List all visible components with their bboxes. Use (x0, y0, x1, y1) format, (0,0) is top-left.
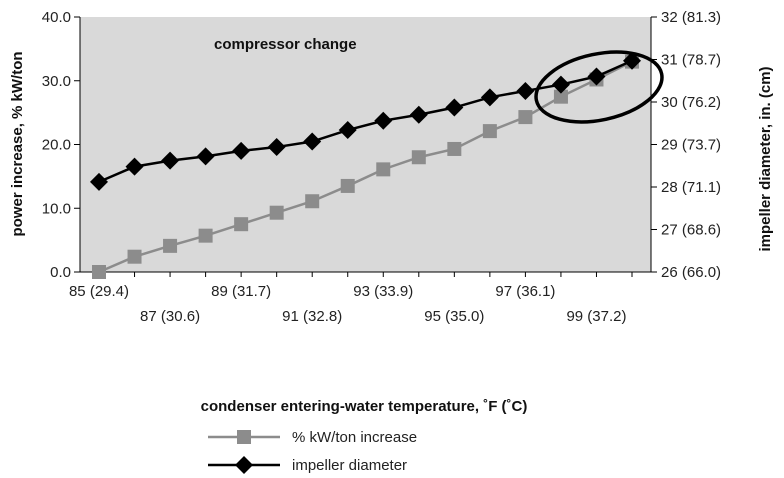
legend-item: impeller diameter (208, 456, 407, 474)
x-tick-label: 97 (36.1) (495, 283, 555, 300)
x-tick-label: 89 (31.7) (211, 283, 271, 300)
data-point (163, 238, 178, 253)
data-point (303, 132, 322, 151)
y-axis-title: power increase, % kW/ton (9, 51, 26, 236)
data-point (516, 81, 535, 100)
data-point (518, 110, 533, 125)
x-tick-label: 91 (32.8) (282, 308, 342, 325)
legend-item: % kW/ton increase (208, 429, 417, 446)
data-point (234, 217, 249, 232)
y-tick-label: 30.0 (42, 73, 71, 90)
legend: % kW/ton increase impeller diameter (208, 429, 417, 474)
left-y-axis-ticks: 0.0 10.0 20.0 30.0 40.0 (42, 9, 80, 281)
legend-label: impeller diameter (292, 457, 407, 474)
y2-tick-label: 31 (78.7) (661, 52, 721, 69)
data-point (269, 205, 284, 220)
annotation-text: compressor change (214, 36, 357, 53)
series-1 (90, 51, 641, 191)
y-tick-label: 10.0 (42, 200, 71, 217)
data-point (338, 121, 357, 140)
y2-tick-label: 26 (66.0) (661, 264, 721, 281)
data-point (90, 172, 108, 191)
legend-marker (235, 456, 253, 474)
data-point (340, 178, 355, 193)
series-line (98, 60, 633, 274)
y2-tick-label: 28 (71.1) (661, 179, 721, 196)
y2-tick-label: 29 (73.7) (661, 137, 721, 154)
plot-area (80, 17, 651, 272)
x-tick-label: 93 (33.9) (353, 283, 413, 300)
data-point (482, 124, 497, 139)
y2-axis-title: impeller diameter, in. (cm) (757, 66, 774, 251)
x-axis-title: condenser entering-water temperature, ˚F… (201, 398, 528, 415)
x-tick-label: 85 (29.4) (69, 283, 129, 300)
data-point (409, 105, 428, 124)
data-point (445, 98, 464, 117)
y-tick-label: 0.0 (50, 264, 71, 281)
right-y-axis-ticks: 26 (66.0) 27 (68.6) 28 (71.1) 29 (73.7) 30 (… (651, 9, 721, 281)
y-tick-label: 40.0 (42, 9, 71, 26)
data-point (92, 265, 106, 279)
y2-tick-label: 27 (68.6) (661, 222, 721, 239)
y2-tick-label: 32 (81.3) (661, 9, 721, 26)
legend-label: % kW/ton increase (292, 429, 417, 446)
data-point (196, 147, 215, 166)
series-line (98, 59, 633, 184)
x-tick-label: 99 (37.2) (566, 308, 626, 325)
highlight-ellipse (534, 50, 664, 124)
data-point (376, 162, 391, 177)
data-point (587, 67, 606, 86)
y2-tick-label: 30 (76.2) (661, 94, 721, 111)
data-point (551, 75, 570, 94)
data-point (553, 89, 568, 104)
series-layer (90, 51, 641, 279)
data-point (161, 151, 180, 170)
x-tick-label: 87 (30.6) (140, 308, 200, 325)
y-tick-label: 20.0 (42, 137, 71, 154)
data-point (447, 141, 462, 156)
legend-marker (237, 430, 251, 444)
x-axis-ticks: 85 (29.4) 87 (30.6) 89 (31.7) 91 (32.8) 93 (… (69, 272, 633, 325)
data-point (305, 194, 320, 209)
data-point (127, 249, 142, 264)
data-point (374, 111, 393, 130)
data-point (480, 88, 499, 107)
data-point (125, 157, 144, 176)
data-point (267, 138, 286, 157)
x-tick-label: 95 (35.0) (424, 308, 484, 325)
data-point (623, 51, 641, 70)
data-point (411, 150, 426, 165)
data-point (232, 141, 251, 160)
data-point (198, 228, 213, 243)
